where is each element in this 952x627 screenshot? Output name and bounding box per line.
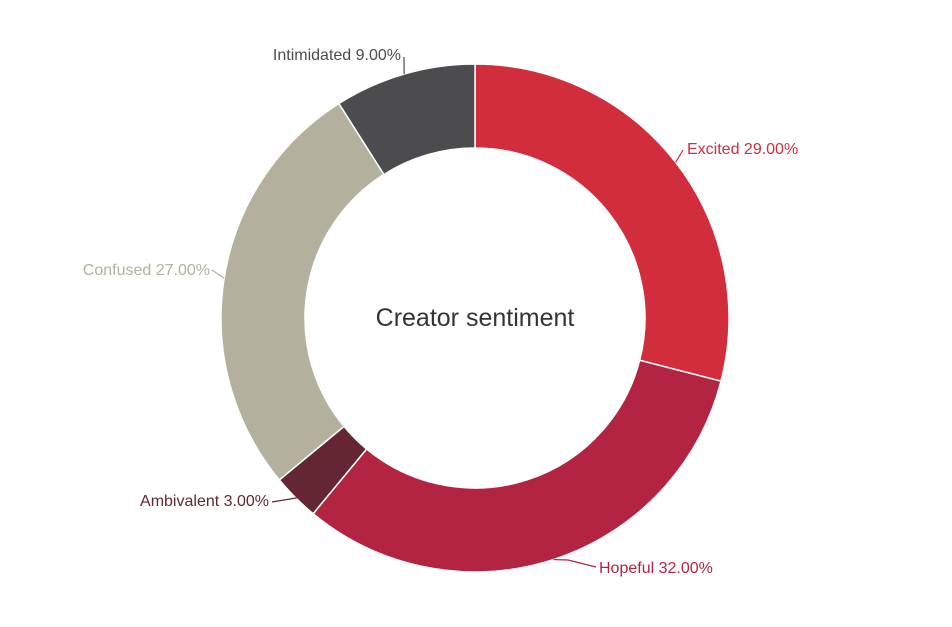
chart-title: Creator sentiment xyxy=(376,304,575,332)
label-excited: Excited 29.00% xyxy=(687,141,798,158)
label-ambivalent: Ambivalent 3.00% xyxy=(140,493,269,510)
slice-confused[interactable] xyxy=(220,102,385,481)
leader-line-hopeful xyxy=(553,558,597,568)
label-hopeful: Hopeful 32.00% xyxy=(599,560,713,577)
slice-hopeful[interactable] xyxy=(312,359,722,573)
label-confused: Confused 27.00% xyxy=(83,262,210,279)
slice-labels: Excited 29.00% Hopeful 32.00% Ambivalent… xyxy=(83,47,798,577)
leader-line-ambivalent xyxy=(271,497,298,503)
donut-slices xyxy=(220,63,730,573)
label-leader-lines xyxy=(211,56,684,568)
leader-line-excited xyxy=(675,149,684,163)
leader-line-confused xyxy=(211,269,225,279)
slice-intimidated[interactable] xyxy=(337,63,476,176)
label-intimidated: Intimidated 9.00% xyxy=(273,47,401,64)
slice-excited[interactable] xyxy=(474,63,730,383)
